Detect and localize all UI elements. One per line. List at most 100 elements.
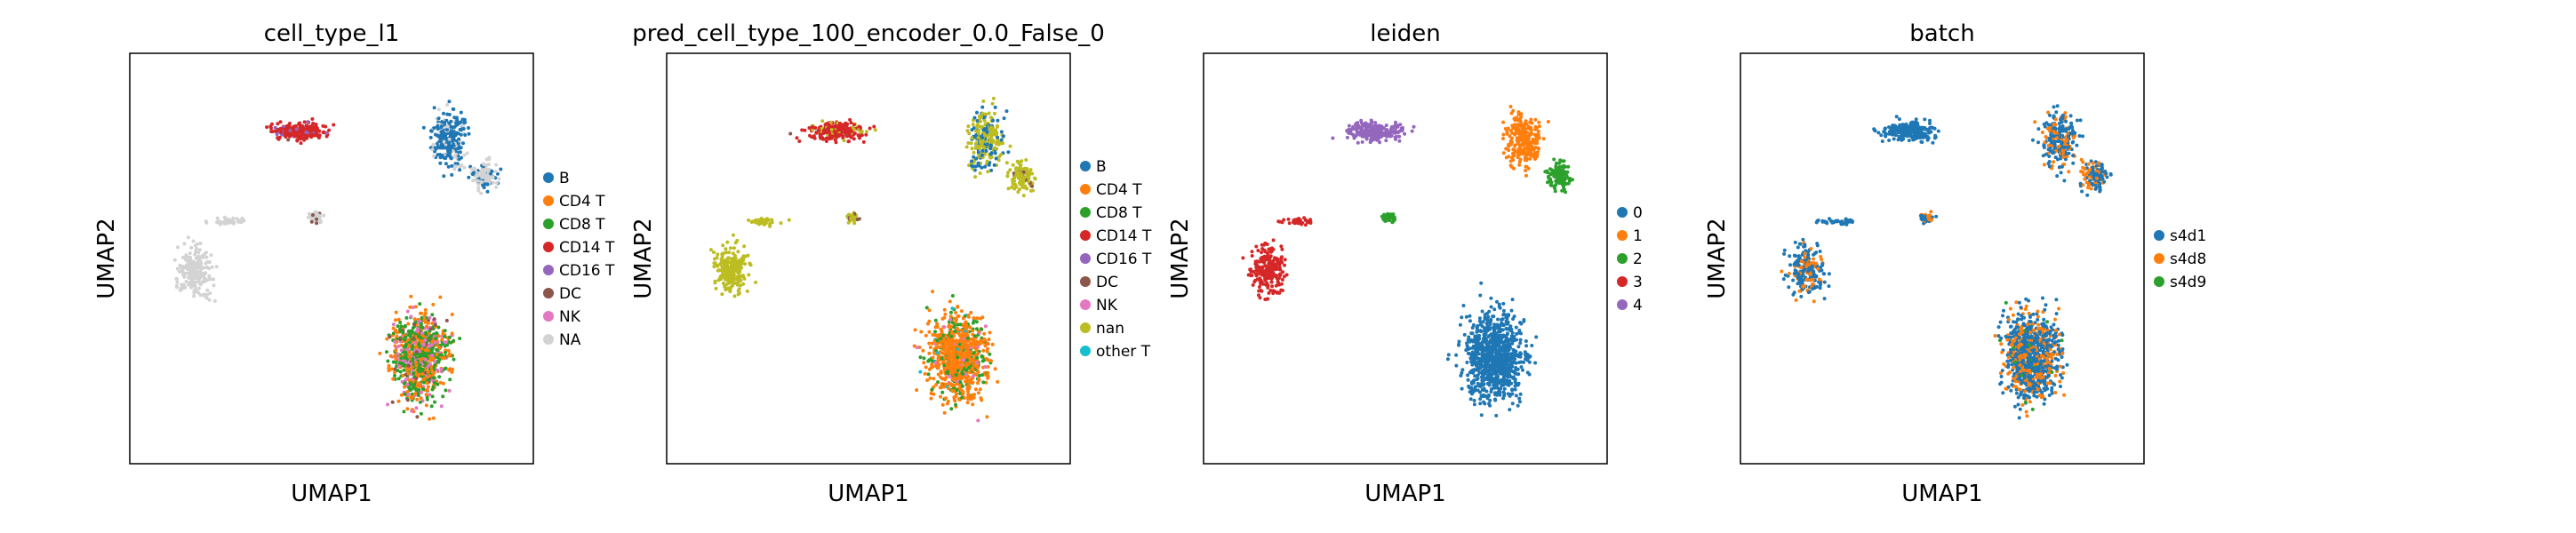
data-point (428, 417, 432, 421)
data-point (315, 217, 319, 221)
data-point (1384, 123, 1388, 128)
data-point (952, 350, 956, 354)
data-point (725, 240, 730, 244)
data-point (1518, 341, 1523, 346)
data-point (423, 357, 428, 362)
data-point (399, 393, 404, 397)
data-point (1513, 143, 1517, 147)
data-point (940, 390, 945, 394)
data-point (933, 325, 938, 330)
data-point (415, 397, 420, 402)
data-point (412, 382, 417, 386)
point-cloud (1241, 105, 1574, 418)
data-point (436, 382, 440, 386)
data-point (950, 330, 954, 335)
data-point (402, 381, 406, 386)
data-point (952, 398, 956, 402)
data-point (933, 333, 938, 338)
data-point (431, 142, 436, 147)
data-point (873, 128, 877, 132)
data-point (927, 341, 932, 346)
data-point (440, 120, 444, 124)
data-point (396, 324, 400, 329)
data-point (924, 333, 928, 338)
data-point (1280, 277, 1284, 282)
data-point (960, 384, 964, 388)
data-point (447, 335, 452, 339)
data-point (913, 328, 917, 332)
data-point (935, 338, 940, 343)
data-point (985, 415, 989, 419)
data-point (406, 322, 411, 326)
data-point (973, 175, 978, 179)
data-point (980, 148, 985, 153)
data-point (1516, 136, 1521, 140)
data-point (1528, 153, 1532, 157)
data-point (1510, 298, 1515, 302)
data-point (311, 122, 316, 125)
data-point (444, 128, 449, 131)
data-point (428, 374, 432, 378)
data-point (985, 349, 989, 354)
data-point (990, 342, 995, 346)
data-point (192, 276, 196, 280)
data-point (1485, 396, 1490, 401)
data-point (1526, 150, 1531, 154)
data-point (420, 311, 424, 315)
data-point (955, 382, 959, 386)
data-point (310, 132, 315, 137)
data-point (976, 381, 980, 386)
data-point (1548, 171, 1553, 176)
data-point (940, 382, 944, 386)
data-point (1027, 179, 1030, 184)
data-point (713, 279, 717, 283)
data-point (453, 152, 458, 156)
data-point (481, 168, 485, 172)
data-point (712, 251, 716, 254)
data-point (1256, 249, 1260, 252)
data-point (1522, 149, 1526, 154)
data-point (959, 388, 964, 393)
data-point (966, 124, 971, 129)
data-point (1017, 187, 1021, 192)
data-point (1537, 147, 1541, 151)
data-point (1508, 129, 1513, 133)
data-point (714, 286, 718, 290)
data-point (728, 277, 732, 282)
data-point (1389, 128, 1394, 132)
data-point (476, 186, 481, 190)
data-point (196, 254, 201, 259)
data-point (436, 116, 441, 121)
data-point (205, 292, 210, 297)
data-point (966, 314, 971, 317)
data-point (458, 168, 462, 172)
data-point (732, 269, 735, 274)
data-point (1529, 132, 1533, 136)
data-point (460, 123, 465, 128)
data-point (212, 283, 216, 288)
data-point (1537, 120, 1541, 124)
data-point (393, 373, 396, 378)
data-point (959, 347, 964, 351)
data-point (1389, 133, 1394, 138)
data-point (1558, 158, 1563, 163)
data-point (931, 290, 935, 294)
data-point (493, 170, 498, 174)
data-point (316, 214, 320, 218)
data-point (378, 351, 382, 355)
legend-marker (1080, 346, 1091, 356)
data-point (1249, 269, 1253, 274)
data-point (950, 338, 955, 342)
legend-label: CD14 T (559, 239, 615, 257)
data-point (175, 280, 180, 284)
data-point (428, 327, 433, 331)
data-point (754, 280, 758, 284)
data-point (1266, 253, 1270, 258)
data-point (949, 310, 953, 314)
data-point (993, 111, 996, 115)
data-point (437, 375, 442, 379)
data-point (420, 346, 424, 351)
data-point (193, 261, 197, 266)
data-point (423, 311, 428, 315)
data-point (930, 387, 934, 392)
